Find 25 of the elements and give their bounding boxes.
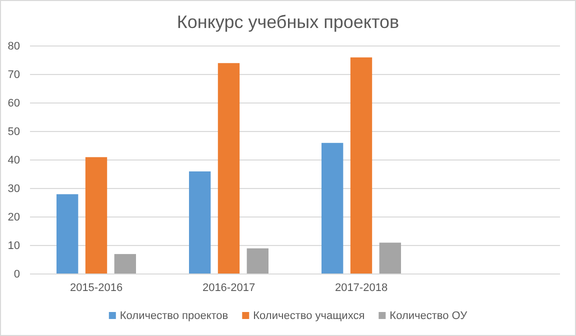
- x-tick-label: 2017-2018: [334, 282, 388, 294]
- bar: [379, 242, 401, 274]
- y-tick-label: 70: [8, 69, 20, 82]
- legend-label: Количество проектов: [120, 310, 228, 322]
- y-tick-label: 20: [8, 212, 20, 224]
- x-tick-label: 2015-2016: [70, 282, 123, 294]
- bar: [114, 254, 136, 274]
- bar: [189, 171, 211, 274]
- bar: [85, 157, 108, 274]
- bar: [322, 142, 344, 274]
- bar: [56, 194, 78, 274]
- legend-label: Количество учащихся: [253, 310, 365, 322]
- y-tick-label: 30: [8, 183, 20, 196]
- y-tick-label: 50: [8, 126, 20, 138]
- y-tick-label: 0: [14, 268, 20, 281]
- y-tick-label: 60: [8, 98, 20, 110]
- bar: [218, 63, 240, 274]
- legend-label: Количество ОУ: [390, 310, 468, 322]
- y-tick-label: 10: [8, 240, 20, 252]
- y-tick-label: 80: [8, 40, 20, 53]
- x-tick-label: 2016-2017: [202, 282, 256, 294]
- bar: [350, 57, 372, 274]
- y-tick-label: 40: [8, 154, 20, 167]
- chart-title: Конкурс учебных проектов: [176, 12, 400, 32]
- bar: [246, 248, 268, 274]
